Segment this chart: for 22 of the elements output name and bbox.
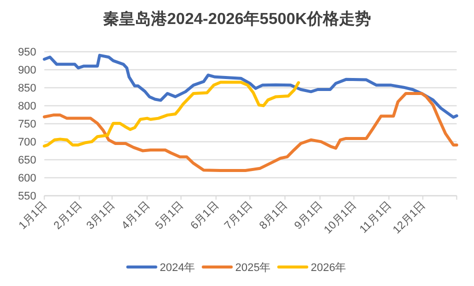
line-series bbox=[42, 54, 458, 119]
line-series bbox=[42, 92, 458, 172]
legend-label: 2025年 bbox=[235, 262, 271, 274]
x-tick-label: 8月1日 bbox=[257, 199, 290, 232]
x-tick-label: 5月1日 bbox=[153, 199, 186, 232]
y-tick-label: 600 bbox=[18, 172, 36, 185]
line-series bbox=[42, 80, 300, 148]
y-tick-label: 800 bbox=[18, 100, 36, 113]
y-tick-label: 650 bbox=[18, 154, 36, 167]
x-tick-label: 7月1日 bbox=[222, 199, 256, 232]
x-tick-label: 6月1日 bbox=[188, 199, 222, 232]
x-tick-label: 3月1日 bbox=[84, 199, 118, 232]
y-tick-label: 900 bbox=[18, 64, 36, 77]
legend-label: 2024年 bbox=[160, 262, 196, 274]
y-tick-label: 950 bbox=[18, 46, 36, 59]
x-tick-label: 2月1日 bbox=[52, 199, 84, 232]
legend-label: 2026年 bbox=[310, 262, 346, 274]
chart-title: 秦皇岛港2024-2026年5500K价格走势 bbox=[103, 10, 371, 28]
y-tick-label: 850 bbox=[18, 82, 36, 95]
x-tick-label: 4月1日 bbox=[120, 199, 152, 232]
y-tick-label: 750 bbox=[18, 118, 36, 131]
y-tick-label: 700 bbox=[18, 136, 36, 149]
